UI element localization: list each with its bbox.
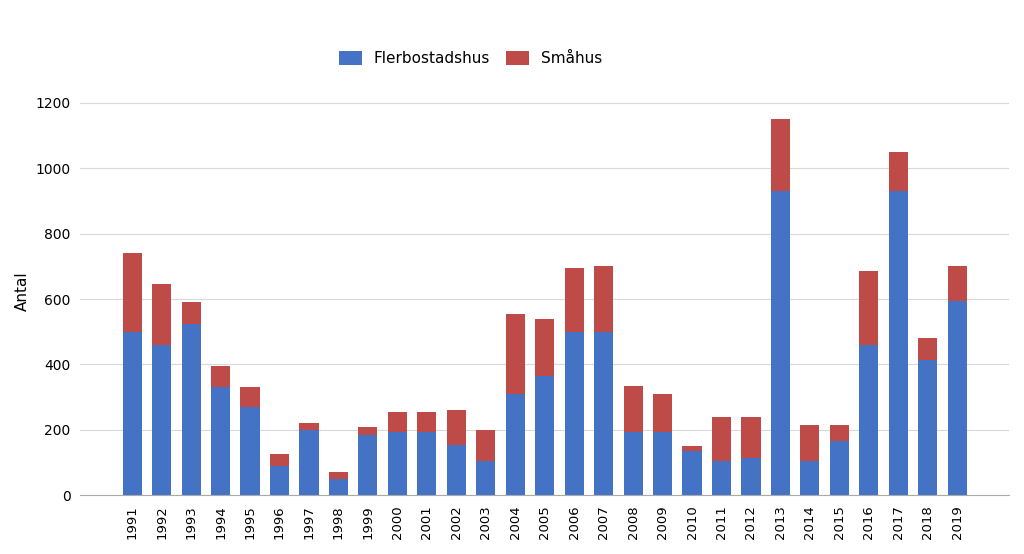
Bar [594,266,613,332]
Bar [536,376,554,495]
Bar [889,191,908,495]
Bar [506,314,525,394]
Bar [801,425,819,461]
Bar [829,425,849,442]
Bar [270,466,289,495]
Bar [536,319,554,376]
Bar [153,284,171,345]
Bar [919,360,937,495]
Bar [829,442,849,495]
Bar [329,473,348,479]
Bar [211,366,230,387]
Bar [153,345,171,495]
Bar [712,417,731,461]
Bar [947,266,967,301]
Bar [506,394,525,495]
Bar [741,458,761,495]
Bar [241,387,260,407]
Bar [388,432,407,495]
Bar [329,479,348,495]
Legend: Flerbostadshus, Småhus: Flerbostadshus, Småhus [333,45,608,72]
Bar [417,432,436,495]
Bar [181,324,201,495]
Bar [446,411,466,445]
Bar [771,191,790,495]
Bar [123,253,141,332]
Bar [712,461,731,495]
Bar [771,119,790,191]
Bar [476,461,496,495]
Bar [653,432,672,495]
Bar [299,423,318,430]
Bar [682,447,701,451]
Bar [446,445,466,495]
Bar [211,387,230,495]
Bar [859,271,879,345]
Bar [947,301,967,495]
Bar [859,345,879,495]
Bar [299,430,318,495]
Bar [417,412,436,432]
Bar [801,461,819,495]
Bar [241,407,260,495]
Bar [270,454,289,466]
Bar [889,152,908,191]
Bar [388,412,407,432]
Bar [181,302,201,324]
Bar [741,417,761,458]
Y-axis label: Antal: Antal [15,271,30,311]
Bar [123,332,141,495]
Bar [624,432,643,495]
Bar [653,394,672,432]
Bar [594,332,613,495]
Bar [919,338,937,360]
Bar [682,451,701,495]
Bar [624,386,643,432]
Bar [358,427,378,435]
Bar [564,268,584,332]
Bar [564,332,584,495]
Bar [358,435,378,495]
Bar [476,430,496,461]
